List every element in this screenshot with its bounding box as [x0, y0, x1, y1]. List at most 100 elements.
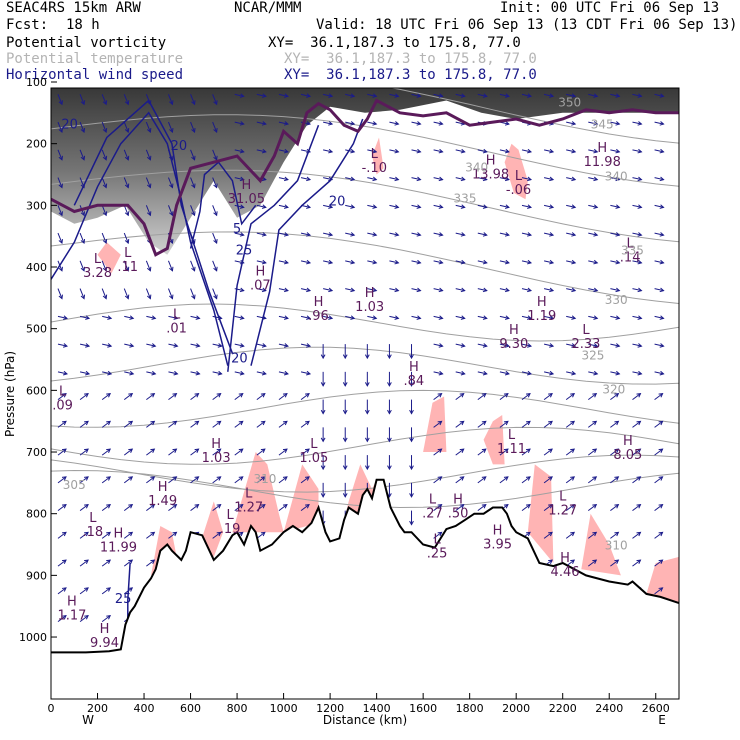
wind-arrowhead — [306, 259, 312, 265]
wind-vector — [190, 343, 200, 347]
pv-extreme-value: .09 — [52, 399, 73, 414]
wind-vector — [543, 531, 553, 539]
wind-vector — [278, 343, 289, 347]
wind-vector — [190, 476, 199, 484]
wind-arrowhead — [260, 476, 266, 481]
wind-arrowhead — [85, 343, 91, 348]
wind-vector — [521, 504, 531, 512]
pv-extreme-value: -.10 — [362, 161, 387, 176]
pv-extreme-high: H — [560, 551, 570, 566]
wind-vector — [168, 420, 177, 428]
wind-arrowhead — [549, 343, 555, 348]
wind-arrowhead — [146, 183, 152, 189]
wind-arrowhead — [438, 121, 444, 126]
wind-vector — [345, 232, 355, 236]
wind-vector — [345, 288, 355, 292]
wind-speed-contour — [51, 111, 229, 366]
wind-vector — [123, 232, 129, 244]
wind-vector — [654, 149, 664, 153]
wind-vector — [146, 476, 155, 484]
wind-arrowhead — [84, 448, 89, 453]
wind-vector — [300, 371, 311, 375]
wind-arrowhead — [328, 232, 334, 237]
wind-arrowhead — [80, 211, 86, 217]
wind-vector — [323, 315, 333, 319]
wind-arrowhead — [61, 476, 67, 481]
wind-vector — [566, 315, 576, 319]
wind-arrowhead — [459, 448, 465, 453]
wind-vector — [256, 476, 266, 484]
pv-extreme-value: .01 — [166, 322, 187, 337]
wind-arrowhead — [615, 287, 621, 293]
wind-vector — [79, 371, 90, 375]
wind-arrowhead — [394, 259, 400, 265]
wind-arrowhead — [239, 343, 245, 348]
wind-vector — [212, 260, 218, 272]
x-tick-label: 2200 — [549, 702, 577, 715]
wind-arrowhead — [328, 121, 334, 126]
y-axis-label: Pressure (hPa) — [3, 351, 17, 437]
wind-arrowhead — [84, 503, 89, 509]
wind-arrowhead — [548, 392, 553, 398]
wind-vector — [234, 343, 244, 347]
wind-vector — [146, 393, 155, 401]
wind-arrowhead — [107, 315, 113, 320]
wind-arrowhead — [548, 531, 553, 537]
wind-arrowhead — [173, 343, 179, 348]
wind-arrowhead — [128, 448, 134, 453]
pv-extreme-value: .18 — [83, 525, 104, 540]
wind-arrowhead — [320, 437, 326, 443]
wind-arrowhead — [350, 93, 356, 98]
wind-speed-label: 25 — [236, 244, 253, 259]
wind-vector — [433, 121, 443, 125]
isentrope-label: 335 — [621, 244, 644, 258]
wind-vector — [57, 343, 68, 347]
wind-vector — [632, 559, 641, 567]
wind-arrowhead — [61, 420, 67, 426]
wind-arrowhead — [195, 343, 201, 348]
y-tick-label: 100 — [26, 76, 47, 89]
wind-arrowhead — [416, 148, 422, 154]
wind-vector — [190, 288, 196, 299]
wind-vector — [477, 476, 487, 484]
wind-vector — [145, 149, 151, 161]
wind-vector — [300, 93, 311, 97]
wind-arrowhead — [195, 370, 201, 376]
pv-extreme-value: .07 — [250, 278, 271, 293]
wind-arrowhead — [416, 287, 422, 293]
wind-arrowhead — [61, 559, 67, 564]
wind-vector — [654, 420, 663, 428]
wind-arrowhead — [169, 294, 174, 300]
wind-vector — [477, 315, 487, 319]
wind-arrowhead — [282, 420, 288, 426]
wind-vector — [610, 315, 620, 319]
wind-arrowhead — [571, 315, 577, 320]
wind-arrowhead — [659, 315, 665, 320]
wind-arrowhead — [328, 148, 334, 154]
wind-arrowhead — [571, 148, 577, 154]
wind-vector — [477, 343, 487, 347]
pv-pink-patch — [527, 464, 554, 563]
wind-vector — [411, 121, 421, 125]
pv-extreme-low: L — [433, 533, 441, 548]
wind-arrowhead — [481, 476, 487, 481]
wind-arrowhead — [328, 93, 334, 98]
wind-vector — [234, 177, 244, 181]
wind-arrowhead — [593, 204, 599, 209]
wind-arrowhead — [306, 343, 312, 348]
wind-arrowhead — [62, 370, 68, 376]
wind-vector — [79, 288, 85, 299]
wind-vector — [654, 177, 664, 181]
wind-arrowhead — [364, 409, 370, 415]
wind-vector — [145, 121, 151, 133]
wind-vector — [389, 315, 399, 319]
wind-vector — [124, 371, 134, 375]
wind-vector — [79, 149, 85, 161]
wind-arrowhead — [481, 392, 487, 398]
stratosphere-pv-shading — [51, 88, 679, 255]
wind-arrowhead — [659, 232, 665, 237]
wind-arrowhead — [350, 259, 356, 265]
wind-arrowhead — [409, 520, 414, 526]
wind-arrowhead — [195, 315, 201, 320]
wind-arrowhead — [387, 465, 392, 471]
